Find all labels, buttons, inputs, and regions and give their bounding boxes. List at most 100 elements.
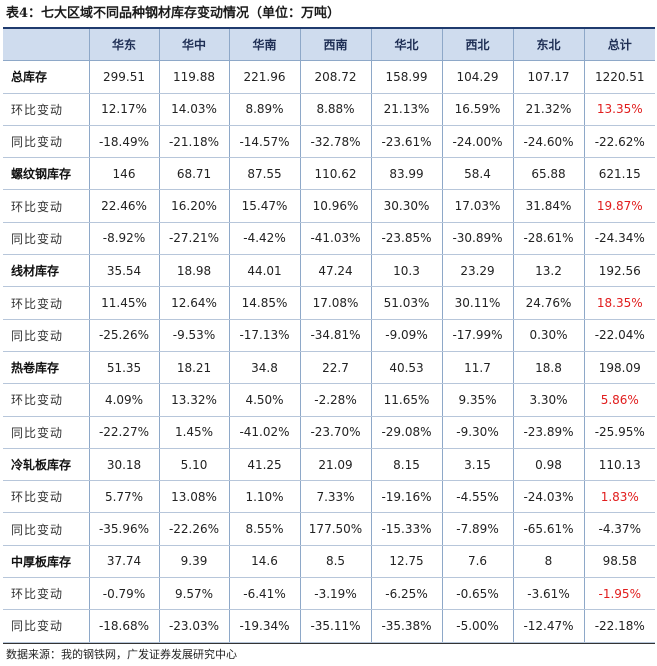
table-cell: -0.79% <box>88 577 159 611</box>
table-cell: -15.33% <box>370 512 442 546</box>
table-cell: 30.18 <box>88 447 159 482</box>
table-cell: 30.11% <box>441 286 513 320</box>
table-cell: 11.7 <box>441 350 513 385</box>
table-cell: 5.10 <box>158 447 229 482</box>
table-cell: -18.49% <box>88 125 159 159</box>
table-cell: 23.29 <box>441 254 513 288</box>
table-cell: 19.87% <box>583 189 655 223</box>
table-cell: 11.45% <box>88 286 159 320</box>
table-cell: 5.86% <box>583 383 655 417</box>
table-cell: 9.35% <box>441 383 513 417</box>
table-cell: 221.96 <box>228 60 300 94</box>
table-cell: 10.96% <box>299 189 371 223</box>
table-cell: 22.7 <box>299 350 371 385</box>
table-cell: 21.13% <box>370 93 442 126</box>
table-cell: 18.98 <box>158 254 229 288</box>
table-cell: -25.95% <box>583 416 655 449</box>
table-cell: 87.55 <box>228 157 300 191</box>
table-cell: -22.26% <box>158 512 229 546</box>
table-cell: 8.15 <box>370 447 442 482</box>
table-cell: 30.30% <box>370 189 442 223</box>
table-cell: 1.83% <box>583 480 655 514</box>
table-cell: 198.09 <box>583 350 655 385</box>
table-row: 环比变动 11.45% 12.64% 14.85% 17.08% 51.03% 30.11%… <box>3 286 655 320</box>
table-cell: -19.34% <box>228 609 300 643</box>
table-cell: 158.99 <box>370 60 442 94</box>
table-cell: 58.4 <box>441 157 513 191</box>
table-row: 环比变动 4.09% 13.32% 4.50% -2.28% 11.65% 9.35% 3.3… <box>3 383 655 417</box>
table-cell: -35.38% <box>370 609 442 643</box>
table-cell: -23.03% <box>158 609 229 643</box>
change-label: 同比变动 <box>3 512 89 546</box>
table-cell: 11.65% <box>370 383 442 417</box>
header-cell <box>3 29 89 62</box>
table-cell: 177.50% <box>299 512 371 546</box>
table-row: 同比变动 -35.96% -22.26% 8.55% 177.50% -15.33% -7.… <box>3 512 655 546</box>
table-cell: 1.45% <box>158 416 229 449</box>
table-cell: 14.85% <box>228 286 300 320</box>
table-cell: 192.56 <box>583 254 655 288</box>
table-cell: -12.47% <box>512 609 584 643</box>
table-cell: 4.09% <box>88 383 159 417</box>
table-cell: 12.75 <box>370 544 442 579</box>
table-cell: 104.29 <box>441 60 513 94</box>
table-cell: 1220.51 <box>583 60 655 94</box>
table-cell: 13.2 <box>512 254 584 288</box>
table-cell: -4.42% <box>228 222 300 256</box>
category-label: 线材库存 <box>3 254 89 288</box>
table-cell: -32.78% <box>299 125 371 159</box>
table-cell: 8.55% <box>228 512 300 546</box>
table-row: 线材库存 35.54 18.98 44.01 47.24 10.3 23.29 13.2 192… <box>3 254 655 288</box>
header-cell: 东北 <box>512 29 584 62</box>
table-cell: 3.30% <box>512 383 584 417</box>
source-note: 数据来源：我的钢铁网，广发证券发展研究中心 <box>6 648 237 661</box>
change-label: 环比变动 <box>3 189 89 223</box>
table-cell: -23.85% <box>370 222 442 256</box>
table-cell: 21.32% <box>512 93 584 126</box>
table-cell: 5.77% <box>88 480 159 514</box>
table-cell: 107.17 <box>512 60 584 94</box>
header-cell: 华东 <box>88 29 159 62</box>
change-label: 同比变动 <box>3 609 89 643</box>
table-row: 总库存 299.51 119.88 221.96 208.72 158.99 104.29 1… <box>3 60 655 94</box>
table-cell: -23.89% <box>512 416 584 449</box>
table-cell: -5.00% <box>441 609 513 643</box>
table-cell: -23.61% <box>370 125 442 159</box>
table-cell: 12.17% <box>88 93 159 126</box>
table-cell: 119.88 <box>158 60 229 94</box>
table-cell: -9.30% <box>441 416 513 449</box>
table-row: 环比变动 -0.79% 9.57% -6.41% -3.19% -6.25% -0.65% -… <box>3 577 655 611</box>
bottom-rule <box>3 643 655 644</box>
table-cell: 208.72 <box>299 60 371 94</box>
change-label: 环比变动 <box>3 383 89 417</box>
category-label: 热卷库存 <box>3 350 89 385</box>
table-cell: 146 <box>88 157 159 191</box>
change-label: 同比变动 <box>3 416 89 449</box>
table-row: 螺纹钢库存 146 68.71 87.55 110.62 83.99 58.4 65.88 62… <box>3 157 655 191</box>
change-label: 环比变动 <box>3 480 89 514</box>
change-label: 同比变动 <box>3 222 89 256</box>
table-row: 环比变动 22.46% 16.20% 15.47% 10.96% 30.30% 17.03%… <box>3 189 655 223</box>
table-cell: 13.32% <box>158 383 229 417</box>
table-cell: 15.47% <box>228 189 300 223</box>
header-cell: 西北 <box>441 29 513 62</box>
header-cell: 西南 <box>299 29 371 62</box>
table-cell: -28.61% <box>512 222 584 256</box>
table-cell: 41.25 <box>228 447 300 482</box>
change-label: 环比变动 <box>3 93 89 126</box>
table-cell: 8.88% <box>299 93 371 126</box>
header-cell: 华南 <box>228 29 300 62</box>
table-cell: -22.27% <box>88 416 159 449</box>
header-cell: 总计 <box>583 29 655 62</box>
table-cell: -18.68% <box>88 609 159 643</box>
table-cell: 35.54 <box>88 254 159 288</box>
table-row: 中厚板库存 37.74 9.39 14.6 8.5 12.75 7.6 8 98.58 <box>3 544 655 579</box>
table-cell: 18.35% <box>583 286 655 320</box>
table-cell: -9.09% <box>370 319 442 352</box>
table-cell: 34.8 <box>228 350 300 385</box>
table-cell: -4.55% <box>441 480 513 514</box>
table-cell: 7.6 <box>441 544 513 579</box>
category-label: 冷轧板库存 <box>3 447 89 482</box>
table-cell: 21.09 <box>299 447 371 482</box>
table-cell: -19.16% <box>370 480 442 514</box>
